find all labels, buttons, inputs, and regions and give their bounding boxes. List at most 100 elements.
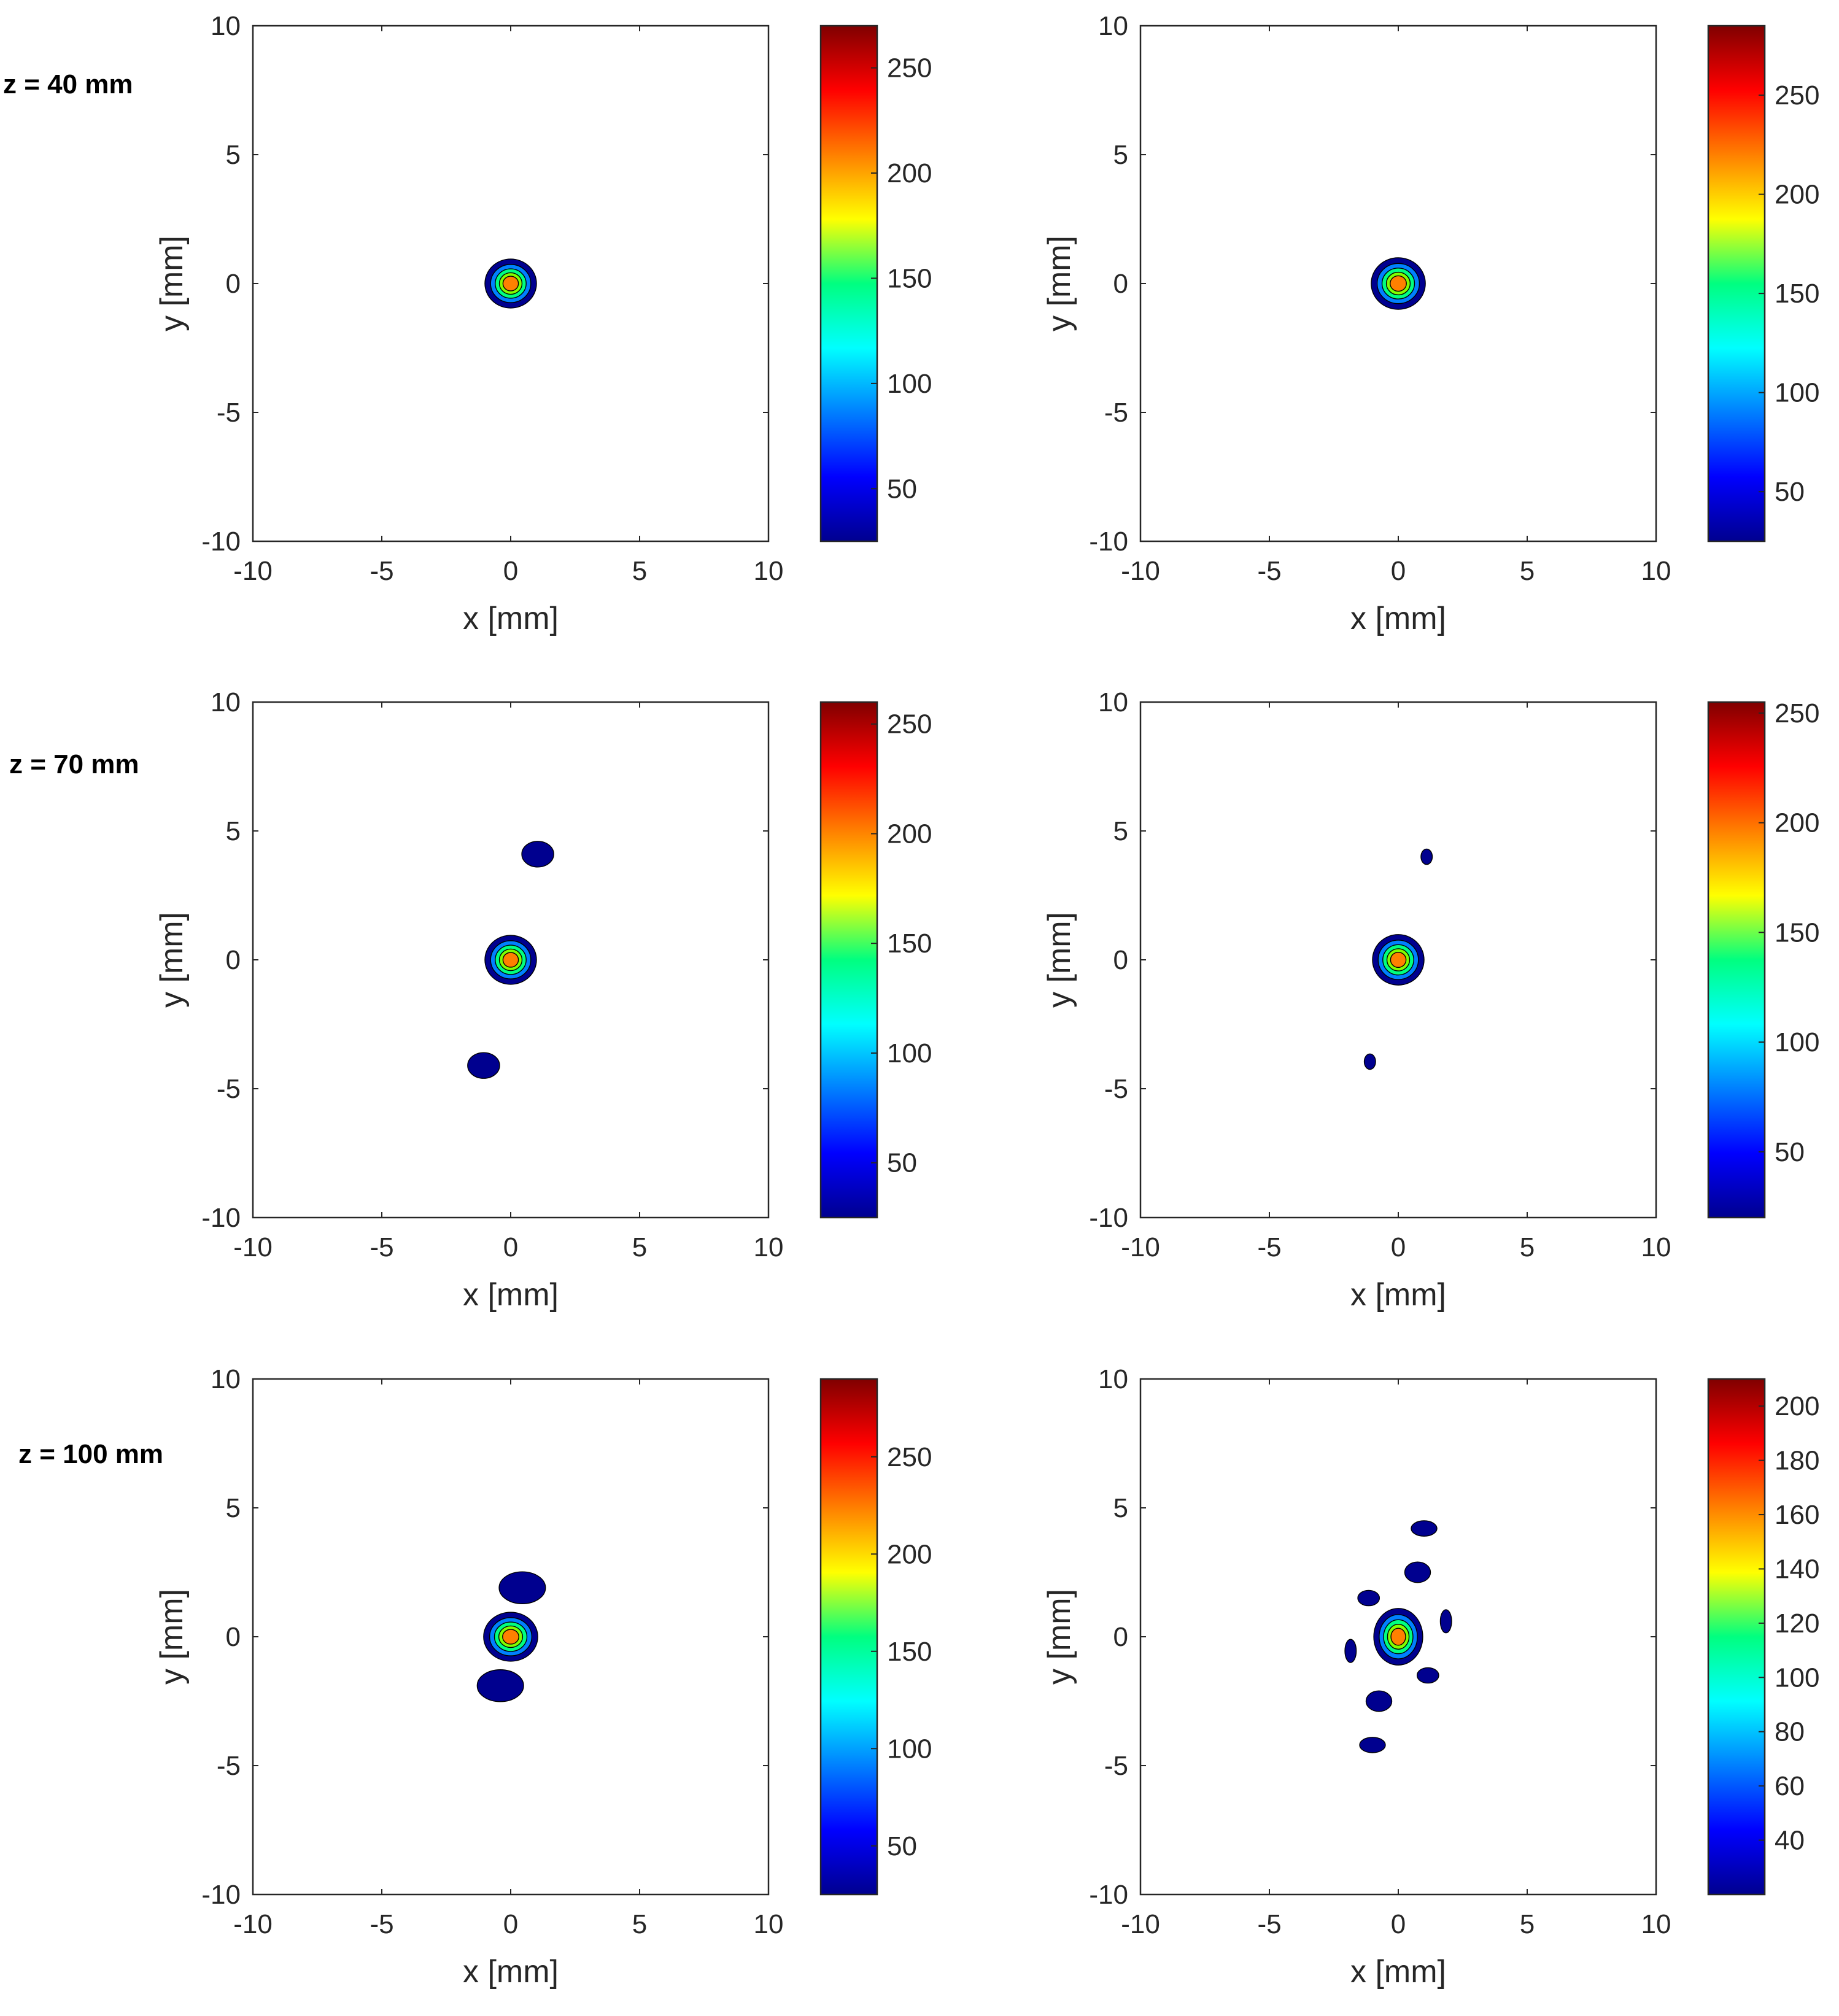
x-tick-label: 5 [1520, 1909, 1535, 1939]
y-tick-label: -10 [1089, 1203, 1128, 1233]
x-tick-label: 5 [632, 1909, 647, 1939]
y-tick-label: 5 [226, 1493, 241, 1523]
y-axis-label: y [mm] [1042, 1589, 1077, 1685]
main-lobe-contour [502, 276, 519, 292]
y-tick-label: 5 [1113, 816, 1128, 846]
colorbar-tick-label: 100 [1775, 378, 1819, 408]
colorbar-tick-label: 150 [887, 1637, 932, 1667]
row-label: z = 40 mm [3, 69, 133, 99]
colorbar-tick-label: 200 [887, 158, 932, 188]
colorbar-tick-label: 180 [1775, 1446, 1819, 1476]
colorbar-tick-label: 50 [887, 474, 917, 504]
heatmap-panel-6: -10 -5 0 5 10 -10 -5 0 5 10 x [mm] y [mm] 40 60 80 100 1… [1042, 1364, 1819, 1990]
colorbar [1707, 701, 1766, 1219]
y-tick-label: -5 [1104, 1074, 1128, 1104]
x-tick-label: 10 [754, 1232, 784, 1262]
x-tick-label: -10 [233, 1232, 273, 1262]
side-lobe [1365, 1690, 1393, 1712]
y-tick-label: -5 [217, 1751, 241, 1781]
x-tick-label: -10 [1121, 1909, 1160, 1939]
x-tick-label: 5 [632, 1232, 647, 1262]
side-lobe [498, 1571, 546, 1604]
x-tick-label: 10 [1641, 1909, 1671, 1939]
x-tick-label: -10 [233, 556, 273, 586]
colorbar [1707, 25, 1766, 543]
colorbar-tick-label: 140 [1775, 1554, 1819, 1584]
colorbar-tick-label: 150 [887, 263, 932, 293]
side-lobe [1404, 1561, 1431, 1583]
heatmap-panel-2: -10 -5 0 5 10 -10 -5 0 5 10 x [mm] y [mm] 50 100 150 20… [1042, 11, 1819, 636]
x-axis-label: x [mm] [463, 1277, 559, 1313]
side-lobe [1416, 1667, 1439, 1684]
x-tick-label: 0 [1391, 556, 1406, 586]
colorbar-tick-label: 200 [1775, 180, 1819, 210]
x-tick-label: 0 [1391, 1232, 1406, 1262]
x-tick-label: 10 [754, 1909, 784, 1939]
colorbar [819, 1378, 878, 1896]
y-tick-label: 10 [1098, 11, 1128, 41]
side-lobe [1344, 1639, 1357, 1663]
y-axis-label: y [mm] [154, 1589, 190, 1685]
side-lobe [1363, 1053, 1376, 1070]
colorbar-tick-label: 200 [1775, 1391, 1819, 1421]
x-tick-label: 0 [503, 556, 518, 586]
y-tick-label: -5 [1104, 1751, 1128, 1781]
colorbar-tick-label: 50 [1775, 1137, 1805, 1167]
y-tick-label: 0 [1113, 945, 1128, 975]
colorbar-tick-label: 250 [887, 709, 932, 740]
y-tick-label: -10 [1089, 527, 1128, 557]
colorbar [819, 701, 878, 1219]
y-tick-label: 5 [1113, 140, 1128, 170]
y-tick-label: 0 [226, 945, 241, 975]
side-lobe [1411, 1520, 1438, 1537]
colorbar-tick-label: 200 [887, 1539, 932, 1569]
y-axis-label: y [mm] [1042, 236, 1077, 331]
colorbar [819, 25, 878, 543]
colorbar-tick-label: 100 [1775, 1663, 1819, 1693]
y-tick-label: 5 [1113, 1493, 1128, 1523]
y-tick-label: -10 [201, 527, 241, 557]
x-tick-label: 0 [503, 1909, 518, 1939]
x-tick-label: -5 [1257, 556, 1281, 586]
y-tick-label: 0 [226, 1622, 241, 1652]
heatmap-panel-4: -10 -5 0 5 10 -10 -5 0 5 10 x [mm] y [mm] 50 100 150 20… [1042, 687, 1819, 1313]
colorbar-tick-label: 50 [887, 1831, 917, 1861]
side-lobe [521, 841, 554, 868]
y-axis-label: y [mm] [1042, 912, 1077, 1008]
colorbar-tick-label: 160 [1775, 1500, 1819, 1530]
colorbar-tick-label: 150 [1775, 279, 1819, 309]
x-tick-label: -10 [1121, 556, 1160, 586]
colorbar-tick-label: 150 [1775, 917, 1819, 948]
x-tick-label: 10 [754, 556, 784, 586]
x-tick-label: -5 [370, 556, 393, 586]
colorbar-tick-label: 150 [887, 929, 932, 959]
y-axis-label: y [mm] [154, 236, 190, 331]
x-tick-label: -5 [370, 1232, 393, 1262]
x-axis-label: x [mm] [463, 601, 559, 636]
row-label: z = 70 mm [9, 749, 139, 779]
x-axis-label: x [mm] [463, 1954, 559, 1990]
colorbar-tick-label: 250 [1775, 698, 1819, 728]
y-tick-label: 10 [211, 11, 241, 41]
colorbar-tick-label: 50 [887, 1148, 917, 1178]
colorbar-tick-label: 100 [887, 369, 932, 399]
colorbar-tick-label: 200 [887, 819, 932, 849]
colorbar [1707, 1378, 1766, 1896]
x-tick-label: -5 [1257, 1232, 1281, 1262]
x-tick-label: 0 [1391, 1909, 1406, 1939]
side-lobe [1439, 1609, 1452, 1634]
y-tick-label: 0 [226, 269, 241, 299]
side-lobe [1357, 1589, 1380, 1607]
row-label: z = 100 mm [18, 1439, 163, 1469]
x-tick-label: -10 [233, 1909, 273, 1939]
side-lobe [476, 1669, 524, 1702]
y-axis-label: y [mm] [154, 912, 190, 1008]
colorbar-tick-label: 100 [1775, 1027, 1819, 1057]
y-tick-label: -10 [201, 1880, 241, 1910]
y-tick-label: 0 [1113, 1622, 1128, 1652]
side-lobe [467, 1052, 500, 1079]
heatmap-panel-5: -10 -5 0 5 10 -10 -5 0 5 10 x [mm] y [mm] 50 100 150 20… [154, 1364, 932, 1990]
x-axis-label: x [mm] [1350, 1954, 1446, 1990]
x-tick-label: 0 [503, 1232, 518, 1262]
colorbar-tick-label: 250 [887, 1442, 932, 1472]
